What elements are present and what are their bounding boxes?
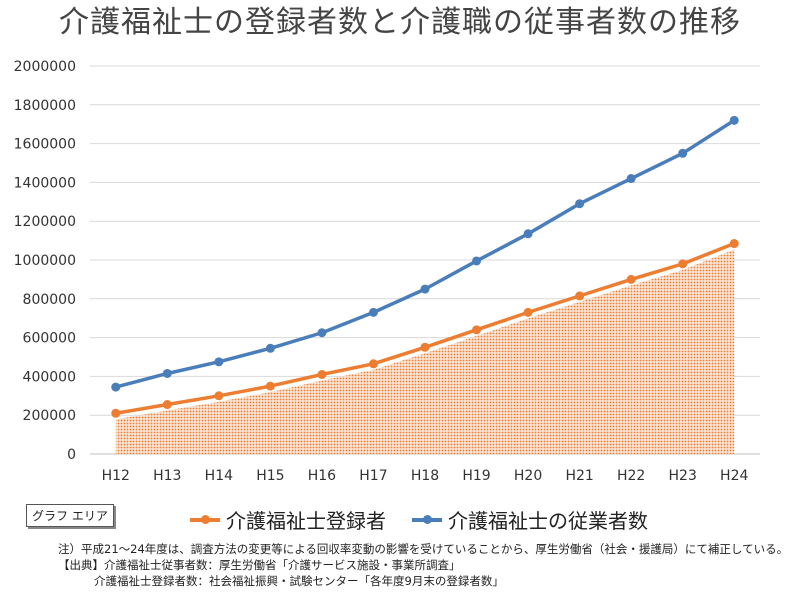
x-tick-label: H20 xyxy=(514,468,542,484)
registered-area-fill xyxy=(115,249,735,454)
footnotes: 注）平成21～24年度は、調査方法の変更等による回収率変動の影響を受けていること… xyxy=(58,541,798,589)
point-registered xyxy=(729,239,739,249)
x-tick-label: H18 xyxy=(411,468,439,484)
chart-title: 介護福祉士の登録者数と介護職の従事者数の推移 xyxy=(59,5,741,40)
x-tick-label: H22 xyxy=(617,468,645,484)
x-tick-label: H12 xyxy=(102,468,130,484)
x-tick-label: H14 xyxy=(205,468,233,484)
legend-item-registered: 介護福祉士登録者 xyxy=(190,505,386,534)
point-registered xyxy=(523,307,533,317)
source-label: 【出典】 xyxy=(58,558,104,572)
y-tick-label: 1000000 xyxy=(14,253,76,269)
point-registered xyxy=(317,369,327,379)
x-tick-label: H16 xyxy=(308,468,336,484)
line-chart: 0 200000 400000 600000 800000 1000000 1200000 1… xyxy=(14,59,760,484)
point-workers xyxy=(729,115,739,125)
note-text: 注）平成21～24年度は、調査方法の変更等による回収率変動の影響を受けていること… xyxy=(58,542,789,556)
point-registered xyxy=(626,274,636,284)
x-tick-label: H19 xyxy=(462,468,490,484)
point-registered xyxy=(420,342,430,352)
point-registered xyxy=(111,408,121,418)
y-tick-label: 0 xyxy=(67,447,76,463)
point-workers xyxy=(111,382,121,392)
point-workers xyxy=(678,148,688,158)
legend-label-registered: 介護福祉士登録者 xyxy=(226,509,386,533)
point-workers xyxy=(626,174,636,184)
source-line-2: 介護福祉士登録者数：社会福祉振興・試験センター「各年度9月末の登録者数」 xyxy=(94,574,504,588)
y-tick-label: 1800000 xyxy=(14,98,76,114)
point-workers xyxy=(265,343,275,353)
point-registered xyxy=(265,381,275,391)
point-registered xyxy=(214,391,224,401)
point-registered xyxy=(368,359,378,369)
x-tick-label: H23 xyxy=(669,468,697,484)
legend-swatch-orange xyxy=(190,514,220,524)
point-workers xyxy=(420,284,430,294)
y-tick-label: 400000 xyxy=(23,369,76,385)
y-tick-label: 800000 xyxy=(23,292,76,308)
point-registered xyxy=(472,325,482,335)
y-tick-label: 1600000 xyxy=(14,137,76,153)
y-tick-label: 200000 xyxy=(23,408,76,424)
point-workers xyxy=(472,256,482,266)
source-1-text: 介護福祉士従事者数：厚生労働省「介護サービス施設・事業所調査」 xyxy=(104,558,461,572)
point-workers xyxy=(162,368,172,378)
legend: 介護福祉士登録者 介護福祉士の従業者数 xyxy=(190,505,648,534)
y-tick-label: 600000 xyxy=(23,331,76,347)
source-line-1: 【出典】介護福祉士従事者数：厚生労働省「介護サービス施設・事業所調査」 xyxy=(58,557,798,573)
point-workers xyxy=(523,229,533,239)
legend-label-workers: 介護福祉士の従業者数 xyxy=(448,509,648,533)
x-tick-label: H21 xyxy=(565,468,593,484)
x-tick-label: H13 xyxy=(153,468,181,484)
point-workers xyxy=(368,307,378,317)
legend-swatch-blue xyxy=(412,514,442,524)
chart-area-tooltip: グラフ エリア xyxy=(26,504,114,527)
point-registered xyxy=(162,400,172,410)
legend-item-workers: 介護福祉士の従業者数 xyxy=(412,505,648,534)
point-registered xyxy=(575,291,585,301)
point-workers xyxy=(575,199,585,209)
y-tick-label: 1400000 xyxy=(14,175,76,191)
x-tick-label: H15 xyxy=(256,468,284,484)
y-tick-label: 1200000 xyxy=(14,214,76,230)
x-tick-label: H17 xyxy=(359,468,387,484)
point-workers xyxy=(214,357,224,367)
y-tick-label: 2000000 xyxy=(14,59,76,75)
x-tick-label: H24 xyxy=(720,468,748,484)
point-registered xyxy=(678,259,688,269)
point-workers xyxy=(317,328,327,338)
